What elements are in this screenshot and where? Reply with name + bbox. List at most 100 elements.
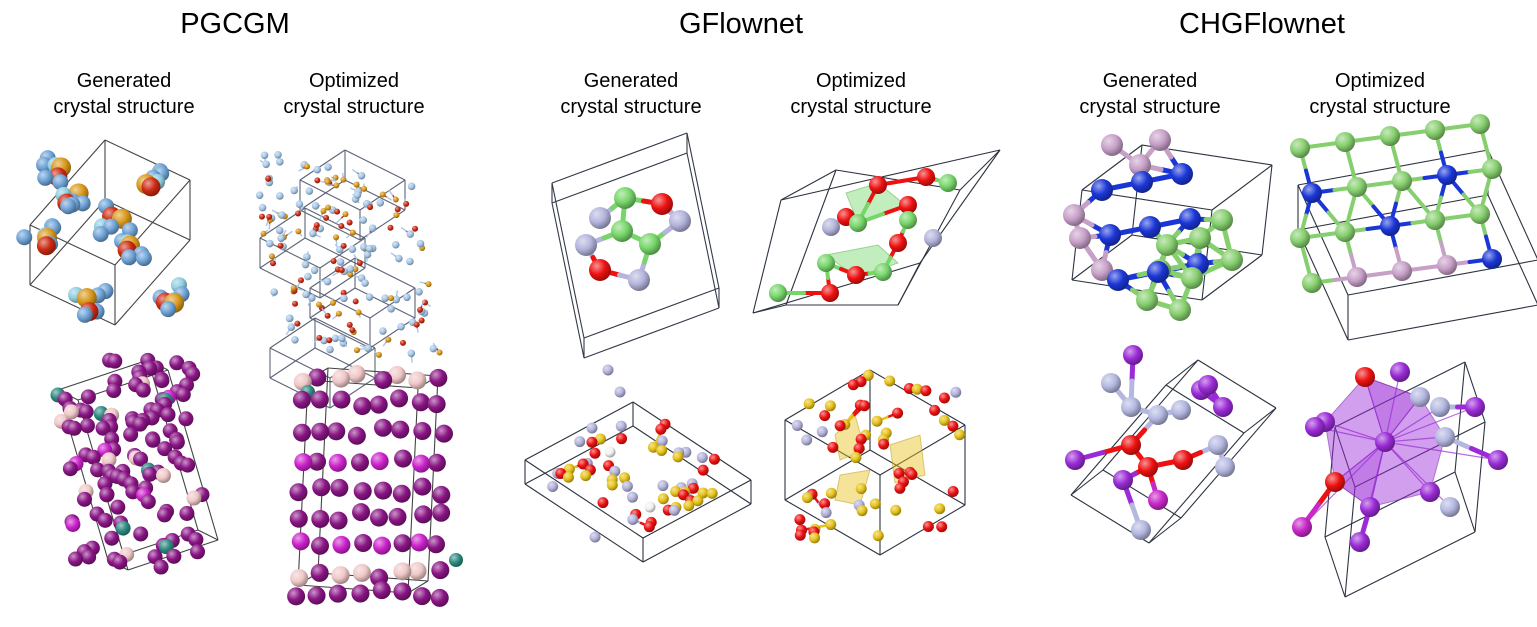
bond [1384,406,1476,443]
atom [869,176,887,194]
atom [1375,432,1395,452]
atom [92,226,109,243]
atom [432,503,451,522]
atom [414,505,433,524]
atom [893,467,905,479]
atom [393,562,412,581]
unit-cell-edge [1454,471,1476,533]
atom [615,420,627,432]
atom [392,196,399,203]
atom [394,206,401,213]
atom [145,432,161,448]
atom [427,535,446,554]
atom [95,420,111,436]
atom [63,404,79,420]
atom [899,196,917,214]
atom [76,491,92,507]
atom [619,472,631,484]
atom [656,444,668,456]
atom [817,254,835,272]
unit-cell-edge [1261,164,1273,256]
atom [1465,397,1485,417]
atom [1148,405,1168,425]
bond [271,209,278,214]
atom [1147,261,1169,283]
atom [266,213,273,220]
atom [1213,397,1233,417]
gflownet-optimized-row1-structure [748,145,1006,320]
atom [310,536,329,555]
atom [403,293,411,302]
atom [1305,417,1325,437]
atom [938,392,950,404]
atom [1392,261,1412,281]
atom [413,321,420,328]
atom [614,386,626,398]
crystal-structure-render [551,132,720,359]
atom [417,306,424,313]
atom [166,548,182,564]
atom [408,371,427,390]
atom [178,411,194,427]
atom [794,514,806,526]
atom [367,204,374,211]
atom [311,202,320,210]
atom [397,322,405,331]
atom [395,254,403,263]
pgcgm-optimized-row2-structure [278,362,463,607]
atom [316,334,323,341]
unit-cell-edge [354,257,416,289]
unit-cell-edge [1197,359,1277,409]
atom [911,383,923,395]
bond [265,220,269,227]
bond [332,315,337,320]
bond [298,167,304,172]
atom [353,181,360,188]
atom [575,234,597,256]
atom [80,389,96,405]
atom [310,266,319,275]
atom [303,253,311,261]
column-label-chgflownet-generated: Generated crystal structure [1030,68,1270,120]
atom [862,369,874,381]
atom [388,366,407,385]
atom [365,244,374,253]
atom [1065,450,1085,470]
column-label-line: Optimized [308,70,400,92]
atom [827,441,839,453]
atom [906,468,918,480]
unit-cell-edge [551,132,688,184]
atom [121,249,138,266]
atom [809,532,821,544]
atom [393,582,412,601]
atom [289,483,308,502]
atom [320,207,327,214]
bond [285,329,290,335]
atom [1420,482,1440,502]
atom [594,433,606,445]
atom [1131,520,1151,540]
atom [310,563,329,582]
atom [387,224,394,231]
atom [262,160,270,169]
atom [353,347,360,354]
atom [393,534,412,553]
unit-cell-edge [551,182,585,339]
atom [1179,208,1201,230]
unit-cell-edge [524,425,634,485]
atom [292,390,311,409]
atom [99,487,115,503]
atom [794,529,806,541]
unit-cell-edge [319,237,366,269]
atom [651,193,673,215]
unit-cell-edge [104,139,191,181]
atom [290,284,297,291]
atom [1482,249,1502,269]
chgflownet-generated-row2-structure [1063,345,1277,550]
atom [160,407,176,423]
atom [36,236,56,256]
atom [340,289,347,296]
atom [1189,227,1211,249]
atom [609,465,621,477]
atom [432,485,451,504]
